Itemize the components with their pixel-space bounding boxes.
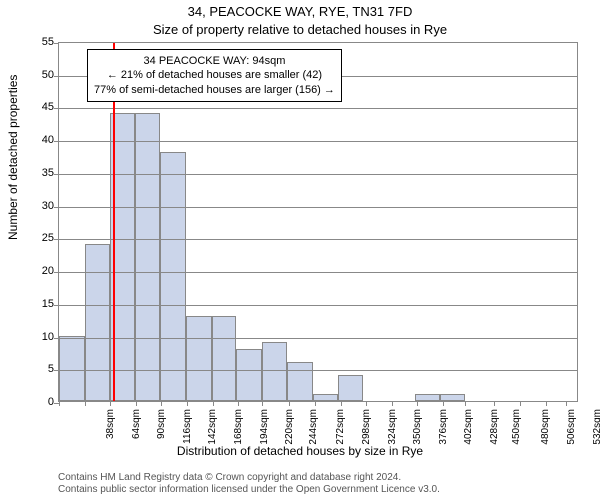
y-tick-label: 35	[24, 167, 54, 179]
x-tick-mark	[366, 401, 367, 406]
y-tick-label: 55	[24, 36, 54, 48]
x-tick-label: 480sqm	[540, 409, 551, 459]
x-tick-label: 428sqm	[489, 409, 500, 459]
x-tick-mark	[392, 401, 393, 406]
x-tick-mark	[494, 401, 495, 406]
x-tick-mark	[520, 401, 521, 406]
y-tick-label: 40	[24, 134, 54, 146]
histogram-bar	[212, 316, 237, 401]
x-tick-mark	[85, 401, 86, 406]
y-tick-mark	[54, 338, 59, 339]
x-tick-label: 244sqm	[308, 409, 319, 459]
histogram-bar	[85, 244, 111, 401]
x-tick-mark	[110, 401, 111, 406]
gridline	[59, 305, 577, 306]
x-tick-mark	[213, 401, 214, 406]
annotation-box: 34 PEACOCKE WAY: 94sqm ← 21% of detached…	[87, 49, 342, 102]
x-axis-label: Distribution of detached houses by size …	[0, 444, 600, 458]
gridline	[59, 239, 577, 240]
x-tick-mark	[59, 401, 60, 406]
y-tick-mark	[54, 108, 59, 109]
x-tick-label: 402sqm	[463, 409, 474, 459]
y-tick-label: 30	[24, 200, 54, 212]
x-tick-label: 298sqm	[361, 409, 372, 459]
histogram-bar	[59, 336, 85, 401]
x-tick-mark	[289, 401, 290, 406]
x-tick-mark	[341, 401, 342, 406]
y-tick-label: 25	[24, 232, 54, 244]
x-tick-label: 272sqm	[335, 409, 346, 459]
gridline	[59, 338, 577, 339]
annotation-line1: 34 PEACOCKE WAY: 94sqm	[94, 54, 335, 68]
y-tick-label: 45	[24, 101, 54, 113]
histogram-bar	[287, 362, 313, 401]
x-tick-label: 90sqm	[156, 409, 167, 459]
y-tick-label: 20	[24, 265, 54, 277]
x-tick-label: 194sqm	[259, 409, 270, 459]
y-tick-mark	[54, 76, 59, 77]
x-tick-label: 324sqm	[387, 409, 398, 459]
x-tick-mark	[161, 401, 162, 406]
annotation-line3: 77% of semi-detached houses are larger (…	[94, 83, 335, 97]
histogram-bar	[186, 316, 212, 401]
y-tick-mark	[54, 174, 59, 175]
x-tick-label: 532sqm	[592, 409, 600, 459]
annotation-line2: ← 21% of detached houses are smaller (42…	[94, 68, 335, 82]
y-tick-mark	[54, 239, 59, 240]
x-tick-mark	[262, 401, 263, 406]
footer-line2: Contains public sector information licen…	[58, 484, 440, 496]
x-tick-mark	[187, 401, 188, 406]
x-tick-mark	[443, 401, 444, 406]
y-tick-label: 50	[24, 69, 54, 81]
histogram-bar	[135, 113, 161, 401]
histogram-bar	[338, 375, 364, 401]
gridline	[59, 174, 577, 175]
y-axis-label: Number of detached properties	[6, 75, 20, 240]
x-tick-label: 142sqm	[207, 409, 218, 459]
x-tick-mark	[315, 401, 316, 406]
chart-plot-area: 34 PEACOCKE WAY: 94sqm ← 21% of detached…	[58, 42, 578, 402]
gridline	[59, 370, 577, 371]
histogram-bar	[236, 349, 262, 401]
footer-attribution: Contains HM Land Registry data © Crown c…	[58, 472, 440, 496]
x-tick-mark	[546, 401, 547, 406]
gridline	[59, 272, 577, 273]
x-tick-label: 38sqm	[105, 409, 116, 459]
gridline	[59, 108, 577, 109]
histogram-bar	[262, 342, 288, 401]
x-tick-label: 376sqm	[438, 409, 449, 459]
y-tick-mark	[54, 305, 59, 306]
y-tick-mark	[54, 207, 59, 208]
x-tick-label: 168sqm	[233, 409, 244, 459]
x-tick-mark	[136, 401, 137, 406]
title-address: 34, PEACOCKE WAY, RYE, TN31 7FD	[0, 4, 600, 19]
histogram-bar	[313, 394, 338, 401]
x-tick-label: 506sqm	[566, 409, 577, 459]
histogram-bar	[160, 152, 186, 401]
gridline	[59, 207, 577, 208]
x-tick-label: 64sqm	[131, 409, 142, 459]
x-tick-label: 450sqm	[511, 409, 522, 459]
y-tick-label: 15	[24, 298, 54, 310]
x-tick-mark	[417, 401, 418, 406]
y-tick-label: 10	[24, 331, 54, 343]
y-tick-label: 5	[24, 363, 54, 375]
y-tick-mark	[54, 141, 59, 142]
y-tick-mark	[54, 43, 59, 44]
x-tick-label: 116sqm	[182, 409, 193, 459]
x-tick-mark	[465, 401, 466, 406]
y-tick-label: 0	[24, 396, 54, 408]
x-tick-mark	[238, 401, 239, 406]
y-tick-mark	[54, 370, 59, 371]
gridline	[59, 141, 577, 142]
title-subtitle: Size of property relative to detached ho…	[0, 22, 600, 37]
y-tick-mark	[54, 272, 59, 273]
x-tick-label: 220sqm	[284, 409, 295, 459]
footer-line1: Contains HM Land Registry data © Crown c…	[58, 472, 440, 484]
x-tick-label: 350sqm	[412, 409, 423, 459]
x-tick-mark	[566, 401, 567, 406]
